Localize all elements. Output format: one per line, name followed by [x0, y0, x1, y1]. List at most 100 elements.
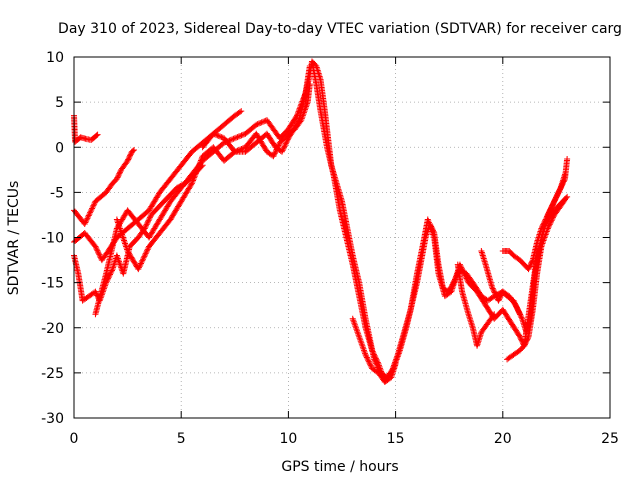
x-tick-label: 25	[601, 431, 619, 447]
data-point	[131, 146, 138, 153]
data-point-trace	[463, 275, 470, 282]
data-point-trace	[543, 213, 550, 220]
data-point-trace	[234, 134, 241, 141]
data-point-trace	[116, 170, 123, 177]
y-tick-label: -10	[41, 231, 64, 247]
data-point	[516, 333, 523, 340]
data-point-trace	[540, 221, 547, 228]
data-point-trace	[548, 217, 555, 224]
data-point-trace	[523, 337, 530, 344]
y-tick-label: -15	[41, 276, 64, 292]
data-point-trace	[122, 242, 129, 249]
data-point-trace	[490, 312, 497, 319]
data-point-trace	[90, 202, 97, 209]
data-point-trace	[548, 204, 555, 211]
data-point-trace	[114, 174, 121, 181]
data-layer	[71, 58, 571, 385]
data-point-trace	[271, 151, 278, 158]
series-8	[349, 315, 399, 385]
data-point-trace	[188, 181, 195, 188]
data-point-trace	[195, 163, 202, 170]
data-point-trace	[558, 182, 565, 189]
data-point-trace	[542, 217, 549, 224]
data-point-trace	[547, 205, 554, 212]
data-point-trace	[497, 292, 504, 299]
data-point-trace	[363, 353, 370, 360]
data-point-trace	[464, 276, 471, 283]
data-point-trace	[548, 218, 555, 225]
data-point-trace	[230, 135, 237, 142]
data-point-trace	[460, 268, 467, 275]
data-point-trace	[543, 215, 550, 222]
data-point-trace	[554, 190, 561, 197]
data-point-trace	[547, 206, 554, 213]
data-point-trace	[279, 147, 286, 154]
data-point-trace	[191, 174, 198, 181]
data-point-trace	[121, 237, 128, 244]
data-point-trace	[87, 208, 94, 215]
data-point-trace	[82, 219, 89, 226]
data-point-trace	[213, 131, 220, 138]
data-point-trace	[561, 177, 568, 184]
data-point-trace	[558, 183, 565, 190]
data-point-trace	[522, 340, 529, 347]
data-point	[238, 108, 245, 115]
y-tick-label: 0	[55, 140, 64, 156]
data-point-trace	[545, 209, 552, 216]
data-point-trace	[561, 197, 568, 204]
series-9	[454, 261, 498, 349]
series-10	[478, 248, 523, 318]
data-point-trace	[236, 109, 243, 116]
data-point-trace	[217, 133, 224, 140]
data-point-trace	[108, 267, 115, 274]
data-point-trace	[544, 212, 551, 219]
data-point-trace	[524, 336, 531, 343]
data-point-trace	[233, 134, 240, 141]
data-point-trace	[284, 137, 291, 144]
data-point-trace	[198, 156, 205, 163]
data-point	[94, 131, 101, 138]
data-point-trace	[106, 272, 113, 279]
x-tick-label: 15	[387, 431, 405, 447]
y-tick-label: 10	[46, 50, 64, 66]
data-point	[135, 266, 142, 273]
data-point-trace	[497, 293, 504, 300]
series-11	[499, 155, 571, 273]
data-point-trace	[95, 248, 102, 255]
data-point	[564, 155, 571, 162]
x-tick-label: 5	[177, 431, 186, 447]
data-point-trace	[85, 212, 92, 219]
data-point-trace	[115, 171, 122, 178]
data-point-trace	[552, 196, 559, 203]
data-point-trace	[123, 243, 130, 250]
data-point-trace	[546, 208, 553, 215]
data-point-trace	[122, 240, 129, 247]
data-point-trace	[87, 209, 94, 216]
data-point	[489, 284, 496, 291]
data-point	[210, 130, 217, 137]
data-point-trace	[197, 158, 204, 165]
y-axis-title: SDTVAR / TECUs	[6, 181, 22, 296]
data-point-trace	[549, 214, 556, 221]
data-point-trace	[141, 253, 148, 260]
data-point-trace	[283, 139, 290, 146]
data-point-trace	[514, 305, 521, 312]
data-point-trace	[295, 118, 302, 125]
data-point-trace	[374, 358, 381, 365]
data-point	[369, 347, 376, 354]
data-point	[231, 135, 238, 142]
data-point-trace	[193, 167, 200, 174]
data-point-trace	[539, 222, 546, 229]
data-point-trace	[284, 136, 291, 143]
data-point-trace	[121, 239, 128, 246]
data-point-trace	[144, 218, 151, 225]
series-0	[71, 112, 101, 145]
data-point-trace	[526, 263, 533, 270]
data-point-trace	[125, 155, 132, 162]
data-point	[188, 180, 195, 187]
data-point-trace	[559, 181, 566, 188]
data-point-trace	[127, 152, 134, 159]
data-point-trace	[190, 176, 197, 183]
data-point-trace	[492, 292, 499, 299]
